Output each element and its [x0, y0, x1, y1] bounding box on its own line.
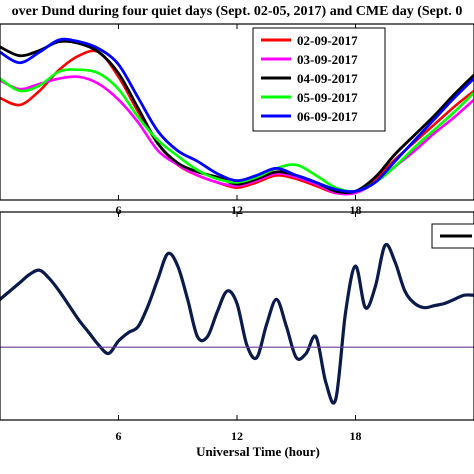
legend-label: 02-09-2017	[297, 33, 358, 48]
series-line-04-09-2017	[0, 39, 474, 195]
x-tick-label: 18	[350, 203, 362, 217]
x-tick-label: 6	[116, 203, 122, 217]
series-line-series-0	[0, 242, 474, 405]
x-tick-label: 12	[231, 429, 243, 443]
legend-label: 03-09-2017	[297, 52, 358, 67]
series-group	[0, 37, 474, 196]
series-line-06-09-2017	[0, 37, 474, 194]
top-legend: 02-09-2017 03-09-2017 04-09-2017 05-09-2017…	[252, 27, 386, 132]
x-tick-label: 6	[116, 429, 122, 443]
top-panel-frame	[0, 23, 474, 201]
legend-label: 06-09-2017	[297, 109, 358, 124]
series-group	[0, 242, 474, 405]
x-tick-label: 12	[231, 203, 243, 217]
x-tick-label: 18	[350, 429, 362, 443]
series-line-03-09-2017	[0, 75, 474, 196]
bottom-legend	[431, 223, 474, 249]
top-panel: 6 12 18	[0, 24, 474, 217]
bottom-panel: 6 12 18	[0, 212, 474, 443]
legend-label: 05-09-2017	[297, 90, 358, 105]
x-axis-label: Universal Time (hour)	[196, 444, 320, 459]
legend-label: 04-09-2017	[297, 71, 358, 86]
chart-title: over Dund during four quiet days (Sept. …	[12, 4, 463, 19]
bottom-panel-frame	[0, 211, 474, 421]
series-line-02-09-2017	[0, 49, 474, 195]
series-line-05-09-2017	[0, 68, 474, 193]
